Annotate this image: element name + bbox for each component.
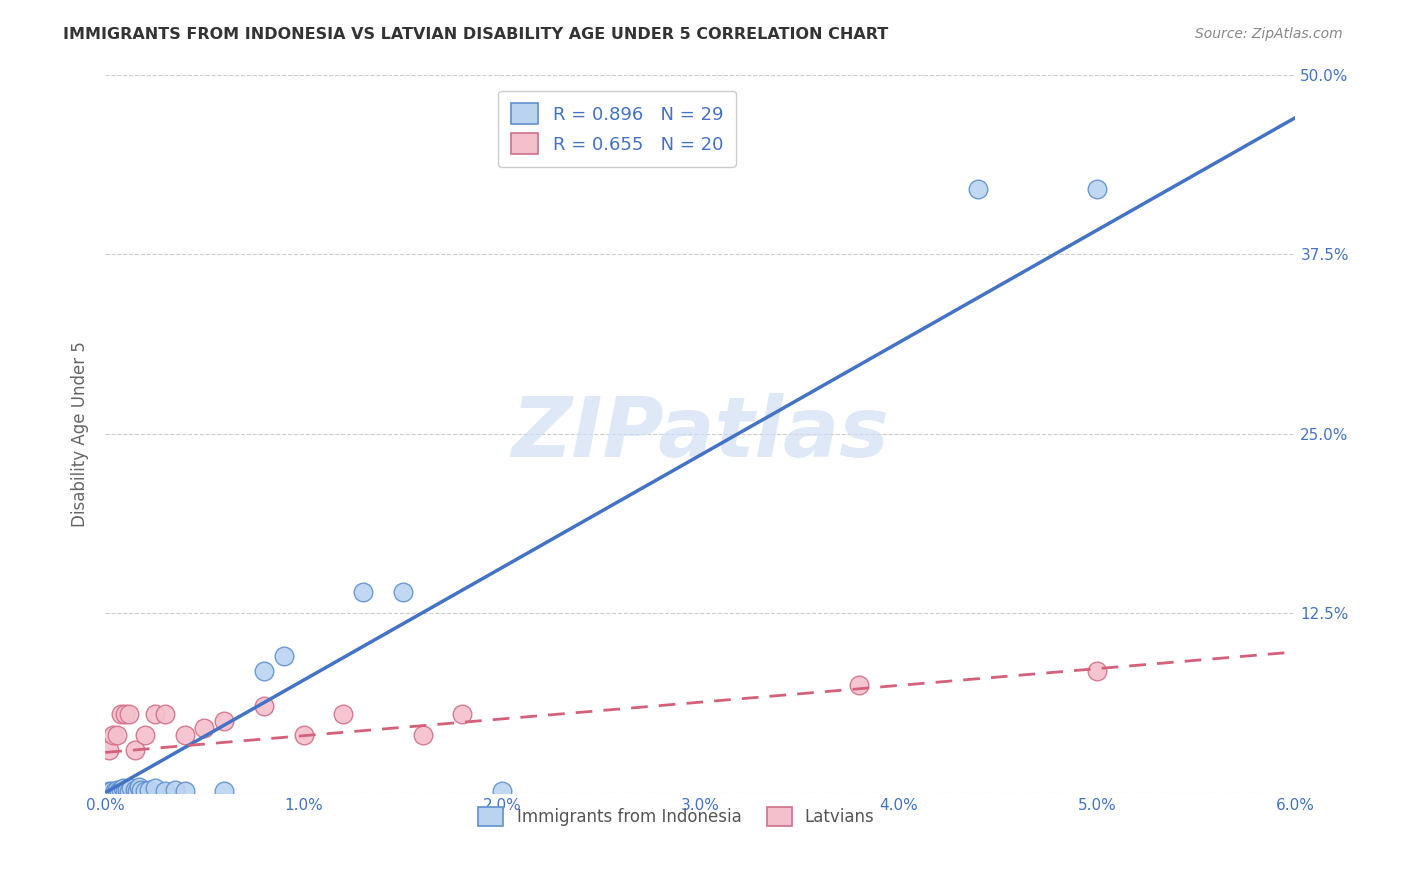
Point (173, 784, 195, 798)
Point (848, 678, 870, 692)
Point (153, 706, 176, 721)
Point (98, 784, 121, 798)
Point (352, 584, 374, 599)
Point (491, 784, 513, 798)
Point (163, 782, 186, 797)
Point (118, 706, 141, 721)
Point (110, 782, 132, 797)
Point (124, 742, 146, 756)
Point (124, 782, 146, 797)
Point (125, 784, 148, 798)
Legend: Immigrants from Indonesia, Latvians: Immigrants from Indonesia, Latvians (470, 798, 883, 835)
Text: Source: ZipAtlas.com: Source: ZipAtlas.com (1195, 27, 1343, 41)
Point (1085, 182, 1108, 196)
Point (212, 784, 235, 798)
Point (173, 728, 195, 742)
Point (143, 706, 166, 721)
Point (105, 782, 128, 797)
Point (138, 782, 160, 797)
Point (292, 728, 315, 742)
Point (112, 781, 135, 796)
Y-axis label: Disability Age Under 5: Disability Age Under 5 (72, 341, 89, 526)
Point (129, 782, 152, 797)
Point (143, 781, 166, 796)
Text: ZIPatlas: ZIPatlas (512, 393, 889, 474)
Point (332, 706, 354, 721)
Point (212, 714, 235, 728)
Point (110, 706, 132, 721)
Point (253, 664, 276, 678)
Point (1085, 664, 1108, 678)
Point (193, 721, 215, 735)
Point (128, 780, 150, 794)
Point (253, 699, 276, 714)
Point (114, 706, 136, 721)
Point (134, 728, 156, 742)
Point (114, 784, 136, 798)
Point (115, 782, 138, 797)
Point (101, 728, 124, 742)
Text: IMMIGRANTS FROM INDONESIA VS LATVIAN DISABILITY AGE UNDER 5 CORRELATION CHART: IMMIGRANTS FROM INDONESIA VS LATVIAN DIS… (63, 27, 889, 42)
Point (104, 784, 127, 798)
Point (273, 649, 295, 664)
Point (120, 781, 142, 796)
Point (412, 728, 434, 742)
Point (108, 784, 131, 798)
Point (134, 784, 156, 798)
Point (105, 728, 128, 742)
Point (451, 706, 474, 721)
Point (967, 182, 990, 196)
Point (118, 784, 141, 798)
Point (100, 784, 122, 798)
Point (391, 584, 413, 599)
Point (153, 784, 176, 798)
Point (98, 742, 121, 756)
